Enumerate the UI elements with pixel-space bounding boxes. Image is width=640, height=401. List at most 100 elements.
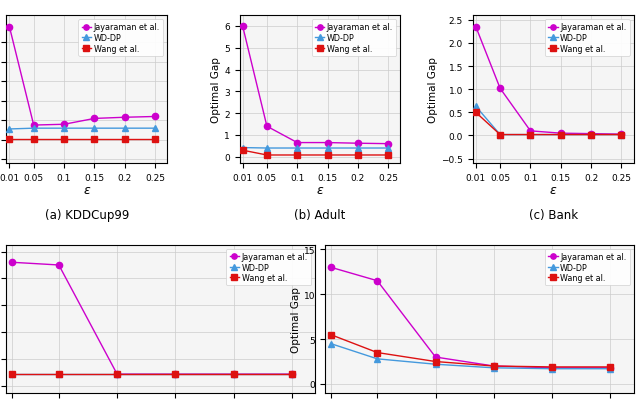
Jayaraman et al. bbox=[327, 265, 335, 270]
Jayaraman et al. bbox=[496, 87, 504, 91]
WD-DP bbox=[385, 146, 392, 151]
Line: Jayaraman et al.: Jayaraman et al. bbox=[6, 24, 158, 129]
Legend: Jayaraman et al., WD-DP, Wang et al.: Jayaraman et al., WD-DP, Wang et al. bbox=[312, 20, 396, 57]
Jayaraman et al. bbox=[618, 132, 625, 137]
Wang et al. bbox=[263, 153, 271, 158]
WD-DP bbox=[151, 126, 159, 131]
Legend: Jayaraman et al., WD-DP, Wang et al.: Jayaraman et al., WD-DP, Wang et al. bbox=[79, 20, 163, 57]
Wang et al. bbox=[55, 372, 63, 377]
Jayaraman et al. bbox=[527, 129, 534, 134]
WD-DP bbox=[548, 367, 556, 371]
Legend: Jayaraman et al., WD-DP, Wang et al.: Jayaraman et al., WD-DP, Wang et al. bbox=[545, 249, 630, 286]
Wang et al. bbox=[60, 137, 68, 142]
Wang et al. bbox=[172, 372, 179, 377]
Wang et al. bbox=[121, 137, 129, 142]
Text: (c) Bank: (c) Bank bbox=[529, 208, 578, 221]
WD-DP bbox=[293, 146, 301, 151]
WD-DP bbox=[288, 372, 296, 377]
Jayaraman et al. bbox=[557, 132, 564, 136]
Line: WD-DP: WD-DP bbox=[473, 104, 625, 138]
WD-DP bbox=[324, 146, 332, 151]
WD-DP bbox=[527, 133, 534, 138]
X-axis label: ε: ε bbox=[550, 184, 557, 197]
Y-axis label: Optimal Gap: Optimal Gap bbox=[428, 57, 438, 123]
Jayaraman et al. bbox=[354, 142, 362, 146]
Jayaraman et al. bbox=[263, 124, 271, 129]
WD-DP bbox=[172, 372, 179, 377]
Wang et al. bbox=[151, 137, 159, 142]
Jayaraman et al. bbox=[607, 365, 614, 370]
WD-DP bbox=[230, 372, 237, 377]
Line: Wang et al.: Wang et al. bbox=[239, 148, 392, 159]
Wang et al. bbox=[239, 148, 246, 153]
WD-DP bbox=[55, 372, 63, 377]
Jayaraman et al. bbox=[121, 115, 129, 120]
WD-DP bbox=[6, 127, 13, 132]
Jayaraman et al. bbox=[373, 279, 381, 284]
Line: Jayaraman et al.: Jayaraman et al. bbox=[9, 259, 295, 377]
Jayaraman et al. bbox=[60, 123, 68, 128]
WD-DP bbox=[121, 126, 129, 131]
Line: Jayaraman et al.: Jayaraman et al. bbox=[473, 24, 625, 138]
Y-axis label: Optimal Gap: Optimal Gap bbox=[291, 286, 301, 352]
Line: Wang et al.: Wang et al. bbox=[473, 110, 625, 138]
Jayaraman et al. bbox=[588, 132, 595, 137]
Wang et al. bbox=[230, 372, 237, 377]
WD-DP bbox=[263, 146, 271, 151]
Wang et al. bbox=[90, 137, 98, 142]
Wang et al. bbox=[324, 153, 332, 158]
Text: (b) Adult: (b) Adult bbox=[294, 208, 346, 221]
Wang et al. bbox=[30, 137, 38, 142]
Wang et al. bbox=[588, 133, 595, 138]
Jayaraman et al. bbox=[90, 117, 98, 122]
Wang et al. bbox=[607, 365, 614, 369]
Jayaraman et al. bbox=[490, 364, 498, 369]
WD-DP bbox=[327, 341, 335, 346]
Jayaraman et al. bbox=[230, 372, 237, 377]
Wang et al. bbox=[431, 359, 439, 364]
Wang et al. bbox=[354, 153, 362, 158]
Jayaraman et al. bbox=[288, 372, 296, 377]
Line: Wang et al.: Wang et al. bbox=[328, 332, 613, 370]
WD-DP bbox=[90, 126, 98, 131]
Jayaraman et al. bbox=[324, 141, 332, 146]
Wang et al. bbox=[557, 133, 564, 138]
Line: WD-DP: WD-DP bbox=[239, 145, 392, 152]
Line: WD-DP: WD-DP bbox=[328, 340, 613, 372]
Wang et al. bbox=[113, 372, 121, 377]
WD-DP bbox=[30, 126, 38, 131]
Jayaraman et al. bbox=[30, 124, 38, 128]
Jayaraman et al. bbox=[548, 365, 556, 370]
Jayaraman et al. bbox=[8, 260, 16, 265]
Jayaraman et al. bbox=[113, 372, 121, 377]
X-axis label: ε: ε bbox=[83, 184, 90, 197]
WD-DP bbox=[618, 133, 625, 138]
WD-DP bbox=[557, 133, 564, 138]
Line: Wang et al.: Wang et al. bbox=[6, 137, 158, 143]
WD-DP bbox=[113, 372, 121, 377]
Legend: Jayaraman et al., WD-DP, Wang et al.: Jayaraman et al., WD-DP, Wang et al. bbox=[227, 249, 311, 286]
Wang et al. bbox=[618, 133, 625, 138]
WD-DP bbox=[239, 146, 246, 151]
WD-DP bbox=[607, 367, 614, 371]
WD-DP bbox=[373, 356, 381, 361]
Jayaraman et al. bbox=[151, 115, 159, 119]
Line: WD-DP: WD-DP bbox=[9, 371, 295, 377]
WD-DP bbox=[496, 133, 504, 138]
Wang et al. bbox=[327, 332, 335, 337]
WD-DP bbox=[472, 105, 479, 109]
Legend: Jayaraman et al., WD-DP, Wang et al.: Jayaraman et al., WD-DP, Wang et al. bbox=[545, 20, 630, 57]
WD-DP bbox=[588, 133, 595, 138]
Wang et al. bbox=[373, 350, 381, 355]
Text: (a) KDDCup99: (a) KDDCup99 bbox=[45, 208, 129, 221]
X-axis label: ε: ε bbox=[317, 184, 323, 197]
Line: Wang et al.: Wang et al. bbox=[9, 371, 295, 377]
Wang et al. bbox=[490, 364, 498, 369]
Wang et al. bbox=[288, 372, 296, 377]
Jayaraman et al. bbox=[431, 355, 439, 360]
Line: Jayaraman et al.: Jayaraman et al. bbox=[328, 264, 613, 371]
WD-DP bbox=[354, 146, 362, 151]
Wang et al. bbox=[496, 133, 504, 138]
WD-DP bbox=[60, 126, 68, 131]
Wang et al. bbox=[6, 137, 13, 142]
